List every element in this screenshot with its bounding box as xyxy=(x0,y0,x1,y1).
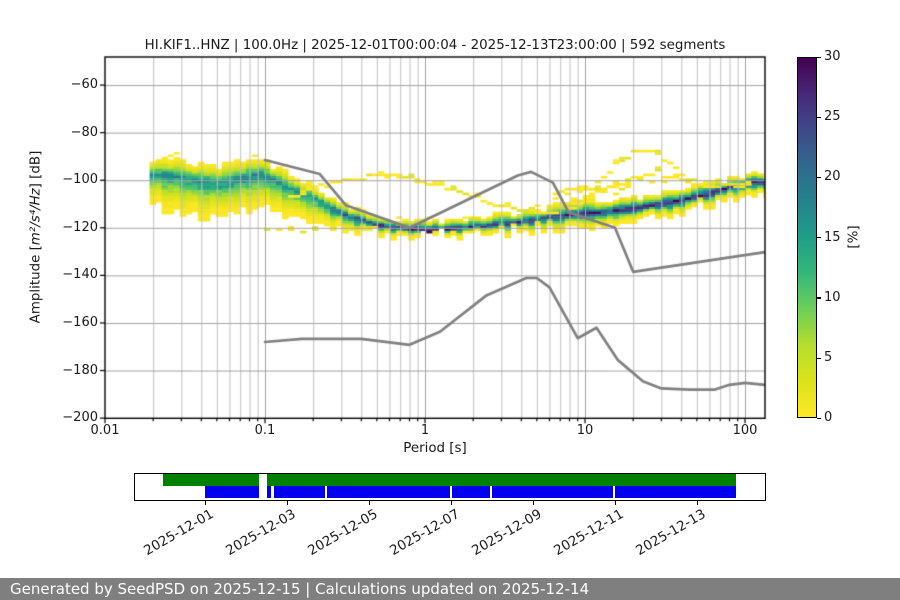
footer-text: Generated by SeedPSD on 2025-12-15 | Cal… xyxy=(10,580,590,598)
y-tick-label: −200 xyxy=(62,410,98,426)
colorbar-tick-label: 10 xyxy=(824,289,841,305)
availability-segment xyxy=(266,474,737,486)
y-axis-label-prefix: Amplitude [ xyxy=(28,245,44,324)
processed-segment xyxy=(266,486,272,498)
footer-bar: Generated by SeedPSD on 2025-12-15 | Cal… xyxy=(0,578,900,600)
processed-segment xyxy=(452,486,490,498)
colorbar-label: [%] xyxy=(846,225,862,249)
availability-segment xyxy=(162,474,259,486)
processed-segment xyxy=(327,486,450,498)
x-tick-label: 1 xyxy=(420,423,430,438)
colorbar-tick-mark xyxy=(817,176,821,179)
processed-segment xyxy=(273,486,325,498)
x-tick-label: 0.01 xyxy=(90,423,120,438)
processed-segment xyxy=(492,486,613,498)
timeline-tick-mark xyxy=(614,501,617,505)
y-tick-label: −120 xyxy=(62,219,98,235)
y-tick-label: −80 xyxy=(70,124,98,140)
colorbar xyxy=(797,57,817,418)
colorbar-tick-label: 0 xyxy=(824,410,833,426)
colorbar-tick-mark xyxy=(817,357,821,359)
colorbar-tick-mark xyxy=(817,116,821,118)
y-axis-label-units: m²/s⁴/Hz xyxy=(28,188,44,246)
colorbar-tick-mark xyxy=(817,297,821,299)
colorbar-tick-mark xyxy=(817,417,821,420)
y-tick-label: −140 xyxy=(62,267,98,283)
y-tick-label: −100 xyxy=(62,172,98,188)
colorbar-tick-label: 5 xyxy=(824,350,833,366)
timeline-tick-mark xyxy=(532,501,535,505)
page-title: HI.KIF1..HNZ | 100.0Hz | 2025-12-01T00:0… xyxy=(144,38,726,53)
x-axis-label: Period [s] xyxy=(403,441,467,456)
timeline-tick-mark xyxy=(451,501,453,505)
colorbar-tick-mark xyxy=(817,237,821,239)
colorbar-tick-label: 20 xyxy=(824,169,841,185)
y-tick-label: −60 xyxy=(70,77,98,93)
processed-segment xyxy=(204,486,259,498)
timeline-coverage-bar xyxy=(134,473,766,501)
colorbar-tick-mark xyxy=(817,56,821,58)
colorbar-tick-label: 15 xyxy=(824,229,841,245)
timeline-tick-mark xyxy=(204,501,207,505)
colorbar-tick-label: 25 xyxy=(824,109,841,125)
x-tick-label: 0.1 xyxy=(254,423,276,438)
y-axis-label-suffix: ] [dB] xyxy=(28,150,44,189)
timeline-tick-mark xyxy=(287,501,289,505)
colorbar-tick-label: 30 xyxy=(824,49,841,64)
processed-segment xyxy=(614,486,736,498)
x-tick-label: 10 xyxy=(576,423,594,438)
x-tick-label: 100 xyxy=(732,423,758,438)
y-tick-label: −180 xyxy=(62,362,98,378)
timeline-tick-mark xyxy=(368,501,371,505)
y-axis-label: Amplitude [m²/s⁴/Hz] [dB] xyxy=(29,151,44,324)
y-tick-label: −160 xyxy=(62,314,98,330)
timeline-tick-mark xyxy=(697,501,699,505)
